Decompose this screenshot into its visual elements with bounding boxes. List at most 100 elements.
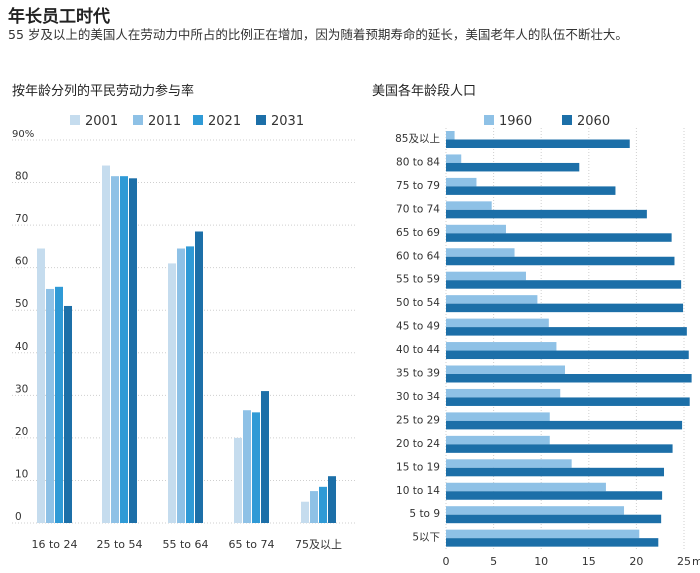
x-tick-label: 10 — [534, 555, 548, 568]
y-tick-label: 80 — [15, 171, 28, 183]
bar-1960-4 — [446, 224, 506, 234]
bar-2011-1 — [111, 176, 119, 523]
bar-2060-14 — [446, 467, 665, 477]
bar-2060-3 — [446, 209, 647, 219]
bar-1960-11 — [446, 388, 561, 398]
bar-2060-0 — [446, 139, 630, 148]
y-category-label: 45 to 49 — [396, 321, 440, 333]
y-category-label: 5 to 9 — [409, 508, 440, 520]
legend-swatch-2011 — [133, 115, 143, 125]
y-tick-label: 20 — [15, 426, 28, 438]
x-axis-unit: mil. — [692, 555, 700, 568]
x-tick-label: 15 — [582, 555, 596, 568]
y-category-label: 80 to 84 — [396, 156, 440, 168]
bar-2060-8 — [446, 327, 687, 336]
legend-label-2031: 2031 — [271, 114, 304, 129]
bar-1960-10 — [446, 365, 565, 374]
labor-chart-title: 按年龄分列的平民劳动力参与率 — [12, 84, 195, 99]
bar-2021-0 — [55, 286, 63, 523]
bar-2060-16 — [446, 514, 662, 524]
bar-1960-1 — [446, 154, 462, 163]
x-tick-label: 20 — [629, 555, 643, 568]
y-category-label: 5以下 — [412, 532, 440, 544]
bar-1960-6 — [446, 271, 526, 281]
bar-1960-12 — [446, 412, 550, 421]
y-tick-label: 60 — [15, 256, 28, 268]
y-category-label: 10 to 14 — [396, 485, 440, 497]
bar-2031-4 — [328, 476, 336, 523]
bar-2060-7 — [446, 303, 684, 313]
bar-2031-3 — [261, 391, 269, 523]
legend-swatch-1960 — [484, 115, 494, 125]
bar-2060-9 — [446, 350, 689, 360]
x-tick-label: 5 — [490, 555, 497, 568]
labor-participation-chart: 0 10 20 30 40 50 60 70 80 90% 2001 2011 2021 2031 16 t… — [12, 114, 355, 551]
legend-swatch-2001 — [70, 115, 80, 125]
bar-2060-11 — [446, 397, 690, 406]
bar-2060-13 — [446, 444, 673, 453]
legend-label-2021: 2021 — [208, 114, 241, 129]
legend-swatch-2031 — [256, 115, 266, 125]
population-chart: 1960 2060 85及以上 80 to 84 75 to 79 70 to 74 65 … — [395, 114, 700, 568]
y-category-label: 70 to 74 — [396, 203, 440, 215]
x-tick-label: 25 to 54 — [96, 538, 142, 551]
legend-swatch-2021 — [193, 115, 203, 125]
bar-1960-9 — [446, 342, 557, 351]
bar-2011-0 — [46, 288, 54, 523]
page-subtitle: 55 岁及以上的美国人在劳动力中所占的比例正在增加，因为随着预期寿命的延长，美国… — [8, 27, 628, 42]
bar-2060-2 — [446, 186, 616, 195]
bar-2021-1 — [120, 176, 128, 523]
bar-1960-8 — [446, 318, 549, 328]
bar-2001-4 — [301, 501, 309, 523]
bar-1960-0 — [446, 131, 455, 140]
bar-2011-3 — [243, 410, 251, 523]
bar-2031-1 — [129, 178, 137, 524]
legend-label-2001: 2001 — [85, 114, 118, 129]
y-category-label: 85及以上 — [395, 133, 440, 145]
bar-1960-5 — [446, 248, 515, 257]
y-category-label: 40 to 44 — [396, 344, 440, 356]
x-tick-label: 16 to 24 — [31, 538, 77, 551]
y-tick-label: 10 — [15, 468, 28, 480]
legend-swatch-2060 — [562, 115, 572, 125]
y-tick-label: 50 — [15, 298, 28, 310]
legend-label-2060: 2060 — [577, 114, 610, 129]
y-category-label: 65 to 69 — [396, 227, 440, 239]
y-category-label: 15 to 19 — [396, 461, 440, 473]
y-category-label: 35 to 39 — [396, 368, 440, 380]
bar-2060-10 — [446, 374, 692, 383]
y-tick-label: 0 — [15, 511, 22, 523]
bar-2011-4 — [310, 491, 318, 523]
bar-2060-12 — [446, 420, 683, 430]
bar-1960-15 — [446, 482, 606, 492]
legend-label-2011: 2011 — [148, 114, 181, 129]
bar-2060-6 — [446, 280, 682, 289]
legend-label-1960: 1960 — [499, 114, 532, 129]
bar-2011-2 — [177, 248, 185, 523]
x-tick-label: 65 to 74 — [228, 538, 274, 551]
bar-1960-13 — [446, 435, 550, 445]
y-category-label: 25 to 29 — [396, 414, 440, 426]
y-tick-label: 70 — [15, 213, 28, 225]
bar-2001-1 — [102, 165, 110, 524]
bar-2001-2 — [168, 263, 176, 523]
bar-2021-3 — [252, 412, 260, 523]
bar-2060-5 — [446, 256, 675, 266]
bar-2060-4 — [446, 233, 672, 242]
bar-1960-2 — [446, 177, 477, 187]
bar-2021-4 — [319, 486, 327, 523]
bar-2001-3 — [234, 437, 242, 523]
bar-1960-17 — [446, 529, 640, 539]
y-category-label: 30 to 34 — [396, 391, 440, 403]
bar-2031-0 — [64, 305, 72, 523]
bar-1960-16 — [446, 506, 625, 515]
bar-2031-2 — [195, 231, 203, 523]
y-category-label: 50 to 54 — [396, 297, 440, 309]
x-tick-label: 75及以上 — [295, 538, 342, 551]
bar-2001-0 — [37, 248, 45, 523]
bar-1960-7 — [446, 295, 538, 304]
y-category-label: 55 to 59 — [396, 274, 440, 286]
bar-2060-1 — [446, 162, 580, 172]
bar-2060-15 — [446, 491, 663, 500]
